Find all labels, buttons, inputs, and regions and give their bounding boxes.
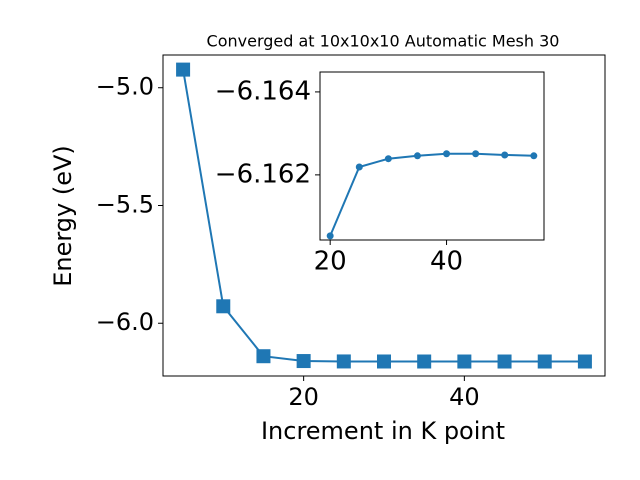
x-axis-label: Increment in K point	[261, 417, 505, 445]
line	[329, 152, 534, 237]
y-tick-label: −6.164	[215, 76, 311, 106]
marker	[256, 349, 271, 364]
x-tick-label: 40	[449, 383, 480, 411]
marker	[457, 354, 472, 369]
chart-title: Converged at 10x10x10 Automatic Mesh 30	[207, 32, 560, 51]
marker	[443, 150, 451, 158]
y-tick-label: −5.0	[96, 73, 154, 101]
x-tick-label: 20	[288, 383, 319, 411]
marker	[355, 163, 363, 171]
marker	[377, 354, 391, 369]
marker	[176, 62, 191, 77]
marker	[296, 354, 311, 369]
marker	[384, 155, 392, 163]
marker	[326, 232, 334, 240]
marker	[537, 354, 552, 369]
x-tick-label: 40	[430, 247, 463, 277]
y-tick-label: −5.5	[96, 190, 154, 218]
x-tick-label: 20	[314, 247, 347, 277]
marker	[472, 150, 480, 158]
y-tick-label: −6.0	[96, 308, 154, 336]
y-tick-label: −6.162	[215, 159, 311, 189]
marker	[216, 299, 231, 314]
marker	[577, 354, 592, 369]
marker	[413, 152, 421, 160]
y-axis-label: Energy (eV)	[49, 145, 77, 287]
marker	[336, 354, 351, 369]
marker	[530, 152, 538, 160]
marker	[501, 151, 509, 159]
marker	[497, 354, 512, 369]
marker	[417, 354, 432, 369]
